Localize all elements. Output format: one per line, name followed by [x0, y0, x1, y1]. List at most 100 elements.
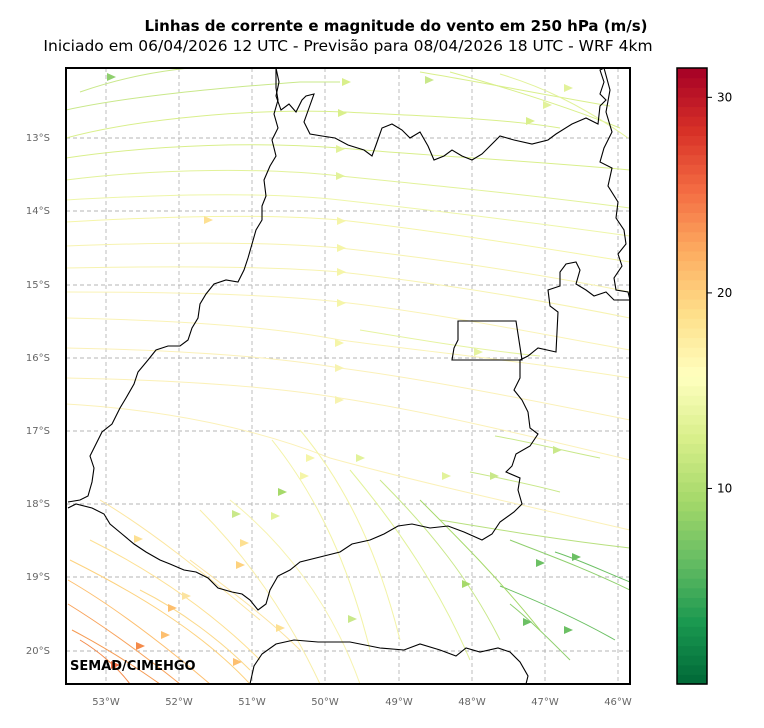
lon-label: 48°W: [458, 697, 486, 708]
credit-label: SEMAD/CIMEHGO: [70, 659, 196, 674]
colorbar-cell: [677, 578, 707, 589]
arrow: [240, 539, 249, 547]
colorbar-cell: [677, 154, 707, 165]
streamline: [67, 579, 211, 684]
colorbar-cell: [677, 327, 707, 339]
lat-label: 14°S: [26, 206, 50, 217]
arrow: [233, 658, 242, 666]
lon-label: 53°W: [92, 697, 120, 708]
arrow: [336, 172, 345, 180]
arrow: [300, 472, 309, 480]
streamline: [499, 73, 629, 139]
colorbar-cell: [677, 549, 707, 560]
streamline: [499, 585, 616, 641]
colorbar-cell: [677, 164, 707, 175]
lat-label: 15°S: [26, 280, 50, 291]
arrow: [490, 472, 499, 480]
arrow: [337, 217, 346, 225]
colorbar-cell: [677, 635, 707, 647]
streamline: [66, 110, 561, 139]
colorbar-cell: [677, 481, 707, 493]
colorbar-cell: [677, 241, 707, 252]
streamline: [494, 435, 601, 459]
colorbar-cell: [677, 433, 707, 444]
colorbar-cell: [677, 674, 707, 685]
colorbar-ticks: 10 20 30: [707, 90, 732, 495]
colorbar-cell: [677, 173, 707, 185]
arrow: [442, 472, 451, 480]
map-gridlines: [66, 68, 630, 684]
colorbar-cell: [677, 299, 707, 310]
arrow: [134, 535, 143, 543]
arrow: [271, 512, 280, 520]
streamline: [89, 539, 261, 661]
arrow: [182, 592, 191, 600]
streamline: [67, 603, 181, 684]
arrow: [278, 488, 287, 496]
colorbar-cell: [677, 539, 707, 550]
state-border: [249, 639, 529, 684]
streamline: [229, 499, 361, 684]
colorbar-cell: [677, 462, 707, 473]
streamline: [71, 629, 161, 684]
colorbar-cell: [677, 366, 707, 377]
colorbar-cell: [677, 260, 707, 271]
federal-district-border: [451, 320, 523, 361]
streamline: [509, 603, 571, 661]
chart-title: Linhas de corrente e magnitude do vento …: [144, 17, 648, 35]
arrow: [564, 84, 573, 92]
lon-labels: 53°W 52°W 51°W 50°W 49°W 48°W 47°W 46°W: [92, 697, 632, 708]
colorbar-cell: [677, 376, 707, 387]
colorbar-cell: [677, 135, 707, 146]
lat-label: 18°S: [26, 499, 50, 510]
colorbar-cell: [677, 308, 707, 319]
colorbar-cell: [677, 491, 707, 502]
arrow: [111, 661, 120, 669]
colorbar-cell: [677, 472, 707, 483]
lon-label: 46°W: [604, 697, 632, 708]
streamline: [379, 479, 501, 641]
colorbar-cell: [677, 77, 707, 88]
colorbar-cell: [677, 68, 707, 79]
colorbar-cell: [677, 453, 707, 464]
streamline: [359, 329, 541, 357]
colorbar-cell: [677, 587, 707, 598]
colorbar-cell: [677, 616, 707, 627]
arrow: [204, 216, 213, 224]
colorbar-cell: [677, 443, 707, 454]
lon-label: 49°W: [385, 697, 413, 708]
streamline: [66, 377, 630, 461]
colorbar-tick-label: 10: [717, 481, 732, 495]
lat-label: 20°S: [26, 646, 50, 657]
streamline: [554, 551, 630, 583]
arrow: [425, 76, 434, 84]
arrow: [161, 631, 170, 639]
streamline: [299, 429, 401, 641]
lat-label: 19°S: [26, 572, 50, 583]
colorbar-cell: [677, 202, 707, 213]
colorbar-cells: [677, 68, 707, 685]
colorbar-cell: [677, 212, 707, 223]
lon-label: 50°W: [311, 697, 339, 708]
arrow: [543, 101, 552, 109]
arrow: [356, 454, 365, 462]
state-border: [275, 68, 607, 161]
colorbar-cell: [677, 607, 707, 618]
colorbar-cell: [677, 145, 707, 156]
colorbar-cell: [677, 96, 707, 108]
arrow: [276, 624, 285, 632]
streamline: [66, 194, 630, 237]
streamline: [139, 589, 251, 671]
map-frame: [65, 67, 631, 685]
arrow: [536, 559, 545, 567]
colorbar-cell: [677, 337, 707, 348]
arrow: [335, 339, 344, 347]
colorbar-cell: [677, 655, 707, 666]
streamline: [509, 539, 630, 591]
colorbar-cell: [677, 626, 707, 637]
lon-label: 52°W: [165, 697, 193, 708]
colorbar-cell: [677, 106, 707, 117]
arrow: [342, 78, 351, 86]
arrow: [335, 364, 344, 372]
